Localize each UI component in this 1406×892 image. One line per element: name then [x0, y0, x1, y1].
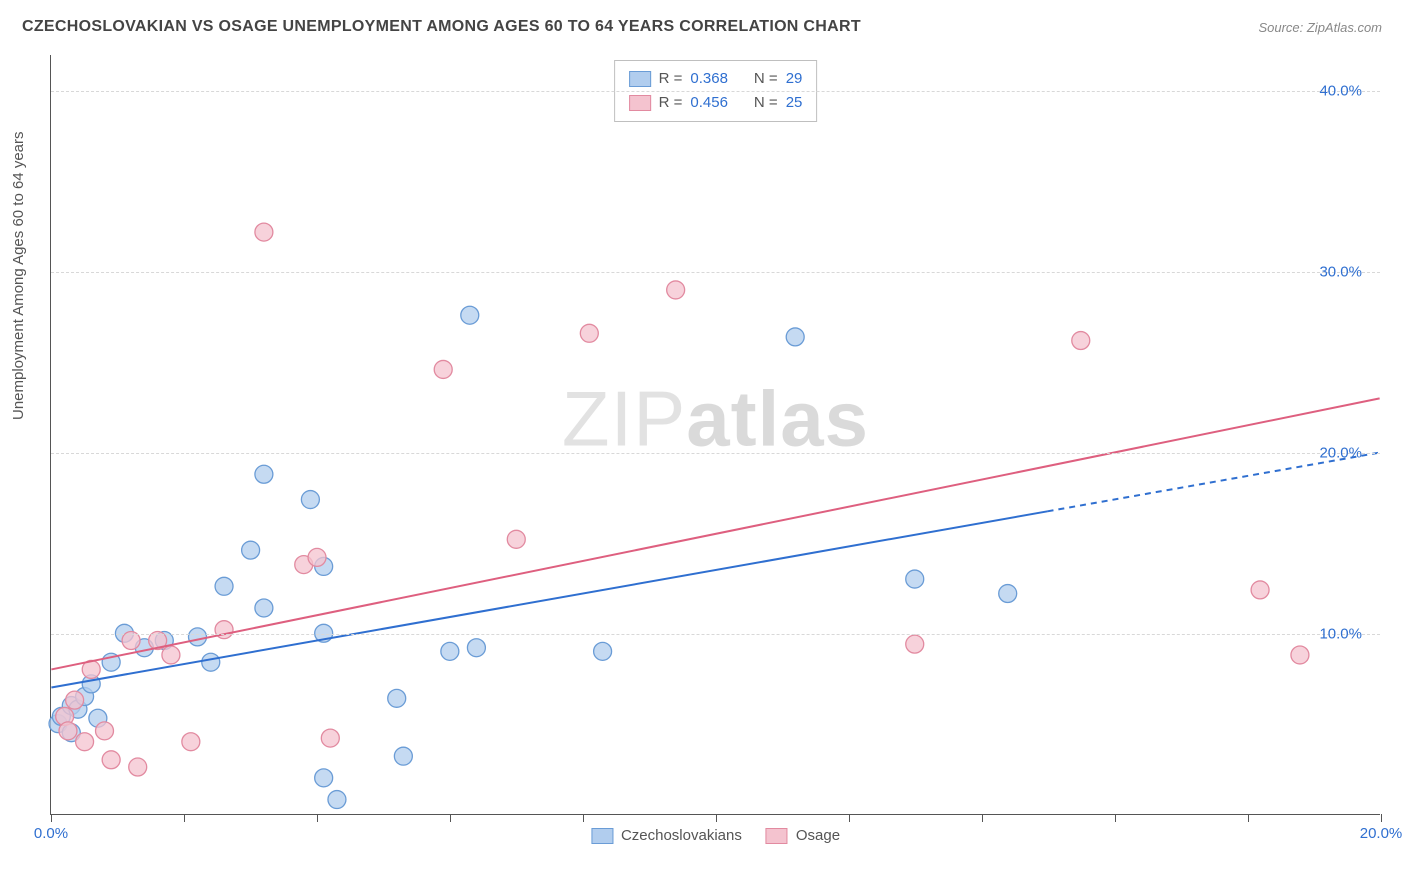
scatter-point	[215, 577, 233, 595]
scatter-point	[786, 328, 804, 346]
scatter-point	[906, 635, 924, 653]
scatter-point	[388, 689, 406, 707]
gridline	[51, 634, 1380, 635]
y-tick-label: 40.0%	[1319, 83, 1362, 100]
scatter-point	[242, 541, 260, 559]
legend-item: Osage	[766, 827, 840, 844]
x-tick	[1381, 814, 1382, 822]
trend-line	[51, 511, 1047, 687]
x-tick-label: 0.0%	[34, 825, 68, 842]
scatter-point	[315, 769, 333, 787]
gridline	[51, 453, 1380, 454]
scatter-point	[255, 223, 273, 241]
scatter-point	[906, 570, 924, 588]
scatter-point	[129, 758, 147, 776]
scatter-point	[96, 722, 114, 740]
x-tick	[184, 814, 185, 822]
scatter-svg	[51, 55, 1380, 814]
scatter-point	[66, 691, 84, 709]
legend-series-label: Osage	[796, 827, 840, 844]
scatter-point	[441, 642, 459, 660]
scatter-point	[255, 465, 273, 483]
scatter-point	[467, 639, 485, 657]
legend-swatch	[766, 828, 788, 844]
x-tick	[317, 814, 318, 822]
x-tick	[450, 814, 451, 822]
y-tick-label: 10.0%	[1319, 626, 1362, 643]
scatter-point	[667, 281, 685, 299]
x-tick	[51, 814, 52, 822]
scatter-point	[202, 653, 220, 671]
scatter-point	[461, 306, 479, 324]
chart-title: CZECHOSLOVAKIAN VS OSAGE UNEMPLOYMENT AM…	[22, 18, 861, 36]
legend-item: Czechoslovakians	[591, 827, 742, 844]
scatter-point	[182, 733, 200, 751]
scatter-point	[1072, 332, 1090, 350]
legend-swatch	[591, 828, 613, 844]
scatter-point	[162, 646, 180, 664]
x-tick	[849, 814, 850, 822]
scatter-point	[188, 628, 206, 646]
scatter-point	[1251, 581, 1269, 599]
scatter-point	[59, 722, 77, 740]
scatter-point	[328, 791, 346, 809]
y-tick-label: 20.0%	[1319, 445, 1362, 462]
legend-series-label: Czechoslovakians	[621, 827, 742, 844]
scatter-point	[999, 585, 1017, 603]
x-tick-label: 20.0%	[1360, 825, 1403, 842]
y-axis-label: Unemployment Among Ages 60 to 64 years	[10, 131, 27, 420]
scatter-point	[394, 747, 412, 765]
x-tick	[583, 814, 584, 822]
x-tick	[1115, 814, 1116, 822]
plot-area: ZIPatlas R =0.368N =29R =0.456N =25 10.0…	[50, 55, 1380, 815]
gridline	[51, 91, 1380, 92]
scatter-point	[76, 733, 94, 751]
scatter-point	[308, 548, 326, 566]
gridline	[51, 272, 1380, 273]
source-attribution: Source: ZipAtlas.com	[1258, 20, 1382, 35]
scatter-point	[507, 530, 525, 548]
scatter-point	[102, 751, 120, 769]
scatter-point	[594, 642, 612, 660]
series-legend: Czechoslovakians Osage	[591, 827, 840, 844]
x-tick	[716, 814, 717, 822]
trend-line	[51, 398, 1379, 669]
scatter-point	[301, 491, 319, 509]
scatter-point	[580, 324, 598, 342]
scatter-point	[1291, 646, 1309, 664]
scatter-point	[255, 599, 273, 617]
x-tick	[982, 814, 983, 822]
x-tick	[1248, 814, 1249, 822]
scatter-point	[321, 729, 339, 747]
scatter-point	[434, 360, 452, 378]
y-tick-label: 30.0%	[1319, 264, 1362, 281]
